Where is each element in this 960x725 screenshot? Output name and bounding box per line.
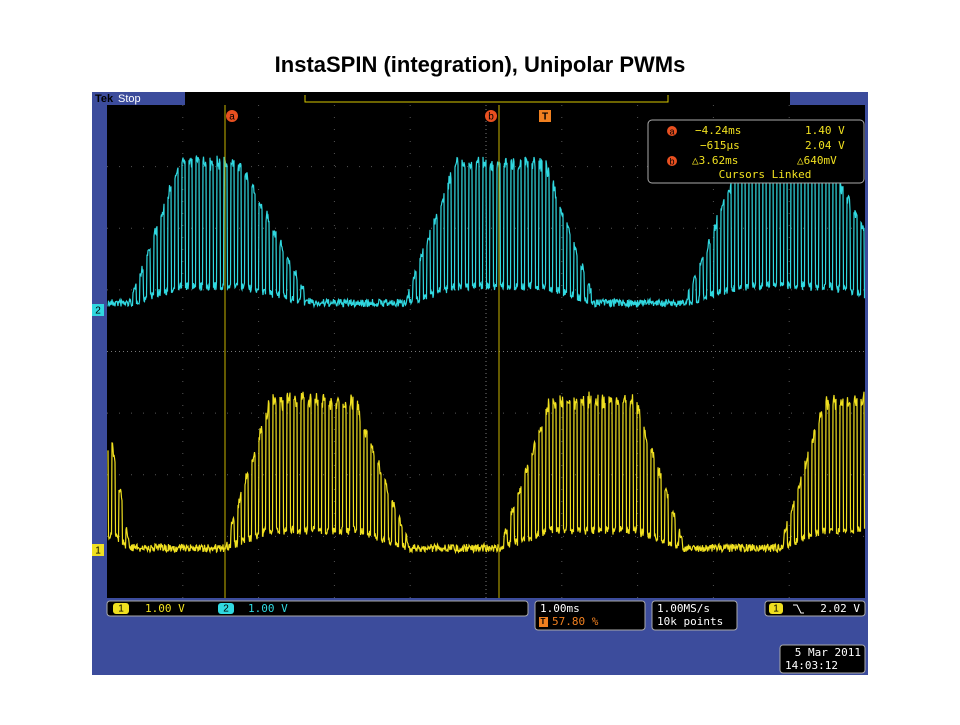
datetime-box [779, 644, 866, 674]
trigger-channel: 1 [773, 604, 779, 615]
acquisition-box [651, 600, 738, 631]
trigger-position: 57.80 % [552, 615, 599, 628]
cursor-a-label: a [229, 112, 235, 123]
trigger-label: T [542, 112, 548, 123]
readout-a-volt: 1.40 V [805, 124, 845, 137]
slide-title: InstaSPIN (integration), Unipolar PWMs [275, 52, 686, 77]
ch2-label: 2 [95, 306, 101, 317]
cursor-b-marker [485, 110, 497, 122]
brand: Tek [95, 93, 114, 105]
channel-status [106, 600, 529, 617]
readout-a-time: −4.24ms [695, 124, 741, 137]
record-length: 10k points [657, 615, 723, 628]
ch2-scale: 1.00 V [248, 602, 288, 615]
cursor-b-label: b [488, 112, 494, 123]
readout-box [647, 119, 865, 184]
sample-rate: 1.00MS/s [657, 602, 710, 615]
trigger-marker [539, 110, 551, 122]
readout-mid-volt: 2.04 V [805, 139, 845, 152]
ch1-label: 1 [95, 546, 101, 557]
readout-footer: Cursors Linked [719, 168, 812, 181]
readout-b-label: b [669, 156, 674, 166]
readout-b-icon [667, 156, 677, 166]
trigger-pos-label: T [541, 617, 546, 626]
trigger-pos-icon [539, 617, 548, 627]
ch1-status-icon [113, 603, 129, 614]
ch2-marker [92, 304, 104, 316]
timebase-box [534, 600, 646, 631]
readout-a-label: a [669, 126, 674, 136]
ch1-marker [92, 544, 104, 556]
time: 14:03:12 [785, 659, 838, 672]
top-bar [185, 92, 790, 105]
ch2-status-icon [218, 603, 234, 614]
ch1-waveform [107, 391, 866, 555]
ch2-waveform [107, 154, 866, 309]
trigger-ch-icon [769, 603, 783, 614]
trigger-level: 2.02 V [820, 602, 860, 615]
ch1-scale: 1.00 V [145, 602, 185, 615]
readout-delta-volt: △640mV [797, 154, 837, 167]
readout-a-icon [667, 126, 677, 136]
acq-state: Stop [118, 93, 141, 105]
trigger-box [764, 600, 866, 617]
cursor-a-marker [226, 110, 238, 122]
ch1-status-number: 1 [118, 604, 124, 615]
ch2-status-number: 2 [223, 604, 229, 615]
date: 5 Mar 2011 [795, 646, 861, 659]
trigger-slope [793, 604, 804, 614]
readout-delta-time: △3.62ms [692, 154, 738, 167]
readout-mid-time: −615µs [700, 139, 740, 152]
timebase: 1.00ms [540, 602, 580, 615]
record-bracket [304, 95, 669, 103]
